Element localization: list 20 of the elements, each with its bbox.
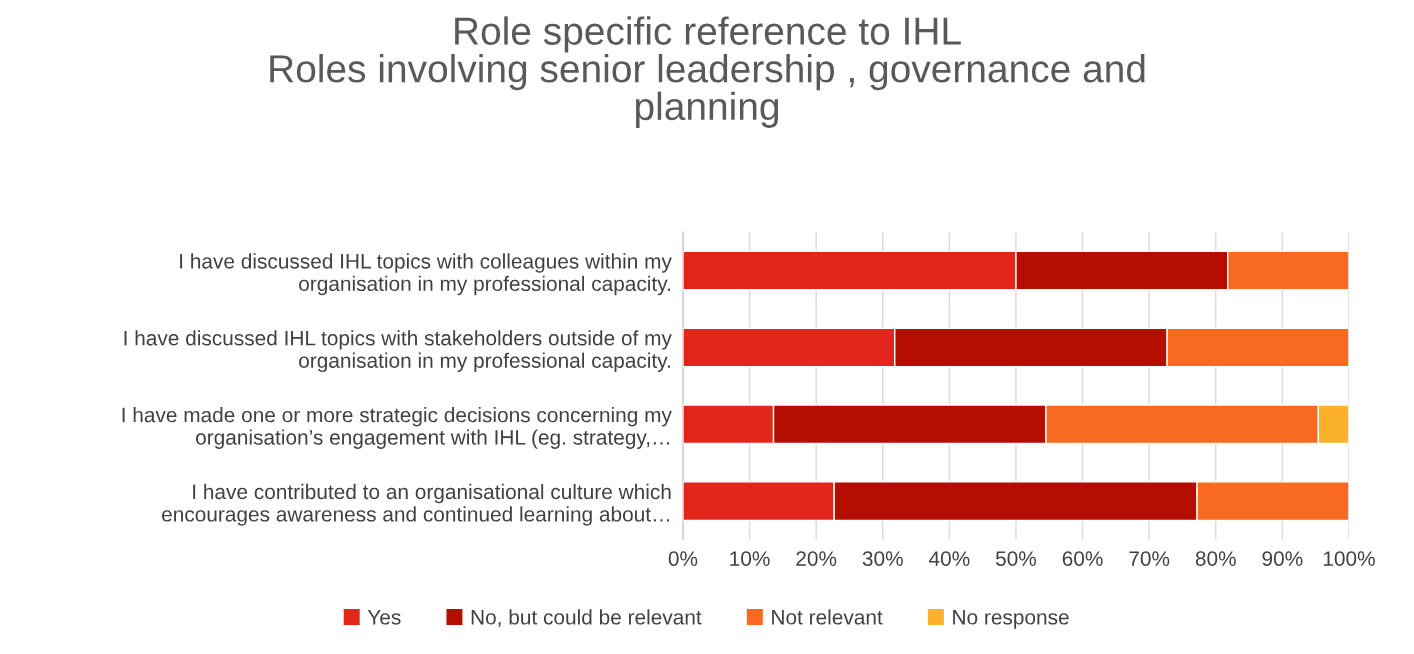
x-tick-label: 40% [928, 551, 970, 566]
legend-label: Not relevant [772, 609, 883, 625]
x-tick-label: 60% [1062, 551, 1103, 566]
y-tick-label: I have discussed IHL topics with stakeholders outside of my organisation in my professional capacity. [124, 330, 672, 373]
y-tick-label: I have discussed IHL topics with colleagues within my organisation in my professional capacity. [180, 253, 672, 296]
legend-label: No, but could be relevant [471, 609, 702, 628]
x-tick-label: 30% [862, 551, 903, 566]
legend-label: Yes [367, 610, 401, 625]
x-tick-label: 90% [1262, 551, 1303, 566]
y-tick-label: I have made one or more strategic decisions concerning my organisation’s engagement with IHL (eg. strategy,… [122, 407, 672, 449]
legend-label: No response [953, 610, 1069, 629]
x-tick-label: 0% [668, 551, 698, 566]
y-tick-label: I have contributed to an organisational culture which encourages awareness and continued learning about… [162, 483, 671, 526]
x-tick-label: 50% [995, 551, 1037, 566]
x-tick-label: 70% [1129, 551, 1170, 566]
x-tick-label: 20% [796, 551, 837, 566]
x-tick-label: 100% [1323, 551, 1375, 566]
x-tick-label: 10% [730, 551, 770, 566]
x-tick-label: 80% [1195, 551, 1236, 566]
chart-title: Role specific reference to IHL Roles involving senior leadership , governance and planning [270, 16, 1145, 128]
